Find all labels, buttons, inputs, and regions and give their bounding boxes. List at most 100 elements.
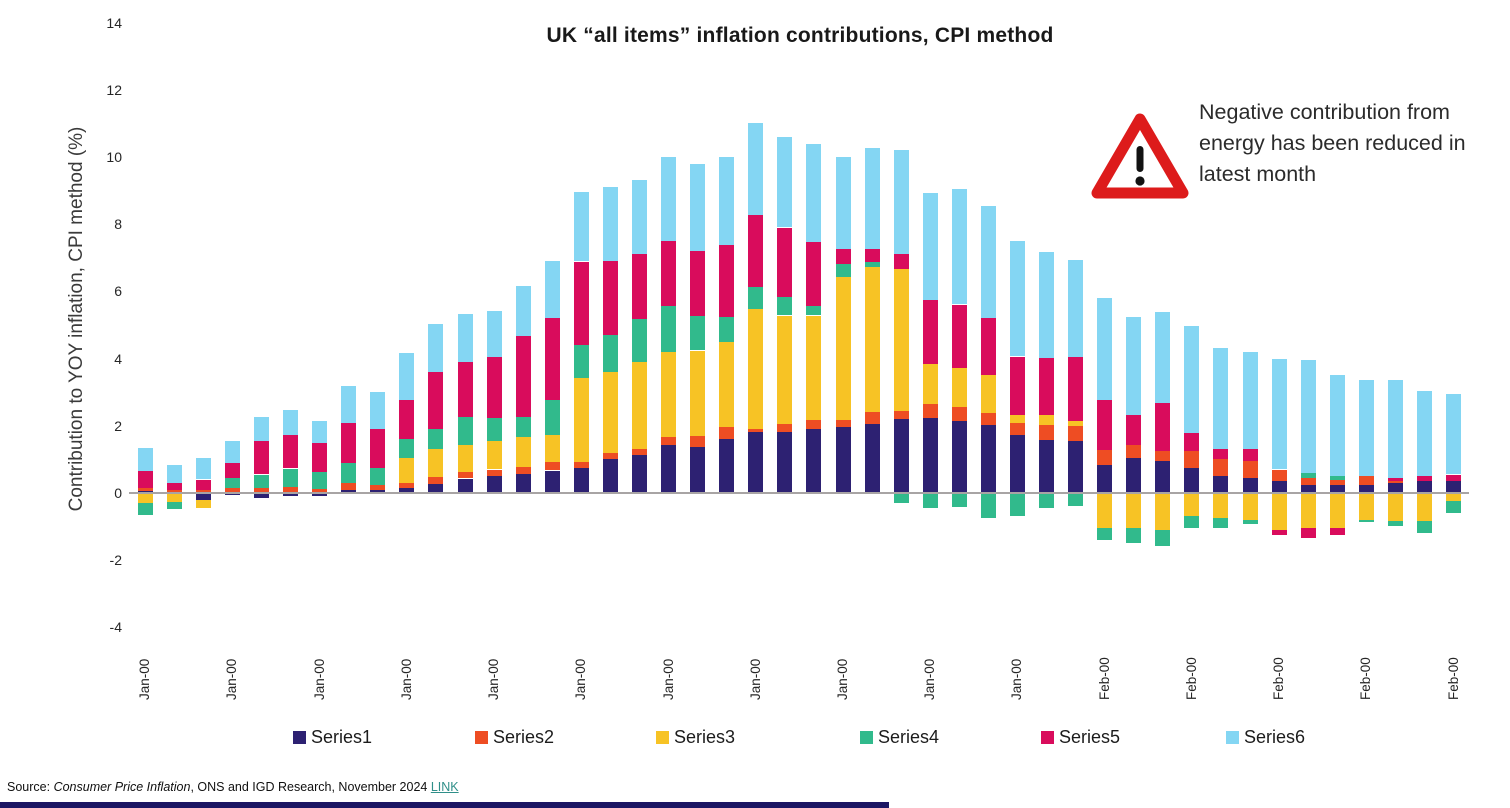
x-tick-label: Jan-00	[573, 658, 589, 700]
bar-segment-series1	[980, 424, 996, 493]
y-tick-label: -2	[109, 552, 122, 569]
bar-segment-series6	[312, 421, 328, 444]
bar-segment-series2	[1213, 459, 1229, 477]
bar-segment-series3	[980, 375, 996, 414]
bar-segment-series2	[1329, 480, 1345, 486]
bar-segment-series2	[341, 482, 357, 490]
bar-segment-series6	[1446, 393, 1461, 475]
bar-segment-series5	[1213, 449, 1229, 460]
bar-segment-series1	[632, 455, 647, 493]
bar-segment-series4	[719, 317, 735, 343]
bar-segment-series5	[137, 471, 153, 488]
bar-segment-series3	[428, 448, 444, 477]
legend-label: Series5	[1059, 727, 1121, 747]
bar-segment-series3	[893, 269, 909, 411]
bar-segment-series5	[835, 249, 851, 265]
bar-segment-series4	[1068, 493, 1084, 507]
bar-segment-series5	[777, 227, 793, 298]
x-tick-label: Jan-00	[1009, 658, 1025, 700]
bar-segment-series4	[690, 315, 706, 351]
bar-segment-series5	[166, 483, 182, 490]
bar-segment-series3	[1417, 493, 1432, 522]
bar-segment-series1	[195, 493, 211, 500]
bar-segment-series6	[806, 143, 822, 243]
bar-segment-series2	[864, 412, 880, 424]
bar-segment-series4	[1417, 521, 1432, 533]
source-prefix: Source:	[7, 780, 54, 794]
bar-segment-series6	[254, 417, 269, 441]
bar-segment-series6	[341, 386, 357, 424]
x-tick-label: Jan-00	[922, 658, 938, 700]
bar-segment-series1	[1184, 468, 1200, 493]
bar-segment-series4	[1300, 472, 1316, 478]
bar-segment-series3	[1213, 493, 1229, 518]
bar-segment-series2	[457, 471, 473, 479]
bar-segment-series3	[1300, 493, 1316, 528]
bar-segment-series1	[602, 459, 618, 493]
bar-segment-series5	[951, 304, 967, 369]
bar-segment-series5	[1242, 449, 1258, 462]
legend-swatch-icon	[475, 731, 488, 744]
bar-segment-series2	[195, 489, 211, 493]
bar-segment-series2	[428, 476, 444, 484]
bar-segment-series4	[312, 471, 328, 489]
bar-segment-series1	[1417, 480, 1432, 493]
bar-segment-series5	[748, 215, 764, 288]
bar-segment-series6	[428, 324, 444, 372]
bar-segment-series4	[399, 438, 415, 459]
bar-segment-series6	[1213, 347, 1229, 450]
bar-segment-series5	[1068, 356, 1084, 421]
bar-segment-series3	[1387, 493, 1403, 522]
legend-item-series1: Series1	[293, 727, 372, 748]
bar-segment-series5	[341, 423, 357, 464]
y-tick-label: 4	[114, 350, 122, 367]
bar-segment-series6	[632, 179, 647, 254]
bar-segment-series6	[1242, 351, 1258, 450]
source-link[interactable]: LINK	[430, 780, 459, 794]
bar-segment-series1	[573, 468, 589, 493]
bar-segment-series5	[1039, 358, 1054, 415]
bar-segment-series6	[1126, 316, 1142, 415]
chart-title: UK “all items” inflation contributions, …	[546, 24, 1054, 47]
y-tick-label: 0	[114, 485, 122, 501]
bar-segment-series4	[835, 264, 851, 278]
bar-segment-series5	[1155, 403, 1171, 452]
bar-segment-series2	[515, 467, 531, 474]
bar-segment-series6	[748, 123, 764, 216]
bar-segment-series6	[690, 163, 706, 252]
bar-segment-series6	[370, 391, 386, 429]
bar-segment-series1	[283, 493, 299, 497]
bar-segment-series1	[719, 438, 735, 493]
bar-segment-series4	[602, 334, 618, 372]
bottom-footer-strip	[0, 802, 889, 808]
bar-segment-series4	[224, 477, 240, 488]
bar-segment-series2	[399, 482, 415, 488]
bar-segment-series1	[1039, 439, 1054, 493]
bar-segment-series6	[166, 464, 182, 484]
bar-segment-series1	[1300, 484, 1316, 493]
bar-segment-series4	[341, 463, 357, 483]
y-tick-label: -4	[109, 619, 122, 636]
source-line: Source: Consumer Price Inflation, ONS an…	[7, 780, 459, 794]
bar-segment-series3	[632, 362, 647, 449]
bar-segment-series5	[922, 300, 938, 365]
bar-segment-series1	[399, 488, 415, 493]
bar-segment-series3	[1039, 414, 1054, 425]
bar-segment-series6	[544, 260, 560, 319]
source-publication: Consumer Price Inflation	[53, 780, 191, 794]
bar-segment-series1	[1097, 464, 1113, 493]
bar-segment-series4	[283, 468, 299, 487]
bar-segment-series5	[399, 399, 415, 439]
x-tick-label: Jan-00	[224, 658, 240, 700]
bar-segment-series1	[893, 419, 909, 493]
bar-segment-series3	[835, 277, 851, 421]
bar-segment-series2	[1126, 444, 1142, 458]
bar-segment-series6	[1329, 375, 1345, 477]
bar-segment-series4	[428, 428, 444, 449]
bar-segment-series5	[1009, 356, 1025, 415]
zero-baseline	[129, 492, 1469, 494]
bar-segment-series6	[1039, 252, 1054, 359]
bar-segment-series1	[515, 473, 531, 493]
x-tick-label: Feb-00	[1183, 657, 1199, 700]
bar-segment-series2	[602, 452, 618, 460]
